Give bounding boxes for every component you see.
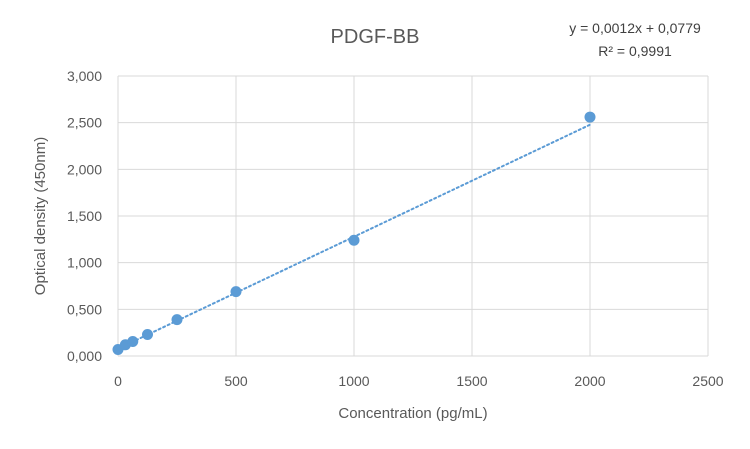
data-point [230,286,242,298]
x-tick-label: 0 [114,373,122,389]
data-point [127,336,139,348]
chart-title: PDGF-BB [331,26,420,48]
y-axis-label: Optical density (450nm) [32,137,49,295]
y-tick-label: 3,000 [67,68,102,84]
x-tick-label: 2500 [692,373,723,389]
y-tick-label: 1,500 [67,208,102,224]
gridlines [117,75,709,357]
data-points [112,111,596,355]
data-point [348,234,360,246]
x-tick-labels: 0 500 1000 1500 2000 2500 [114,373,724,389]
x-axis-label: Concentration (pg/mL) [338,405,487,422]
y-tick-label: 0,000 [67,348,102,364]
data-point [142,329,153,341]
y-tick-label: 2,000 [67,161,102,177]
data-point [171,314,183,326]
trendline-equation: y = 0,0012x + 0,0779 [569,20,701,36]
x-tick-label: 2000 [574,373,605,389]
trendline-r-squared: R² = 0,9991 [598,43,672,59]
x-tick-label: 500 [224,373,248,389]
x-tick-label: 1500 [456,373,487,389]
y-tick-label: 0,500 [67,301,102,317]
x-tick-label: 1000 [338,373,369,389]
y-tick-label: 2,500 [67,115,102,131]
y-tick-labels: 0,000 0,500 1,000 1,500 2,000 2,500 3,000 [67,68,102,364]
y-tick-label: 1,000 [67,255,102,271]
data-point [584,111,596,123]
